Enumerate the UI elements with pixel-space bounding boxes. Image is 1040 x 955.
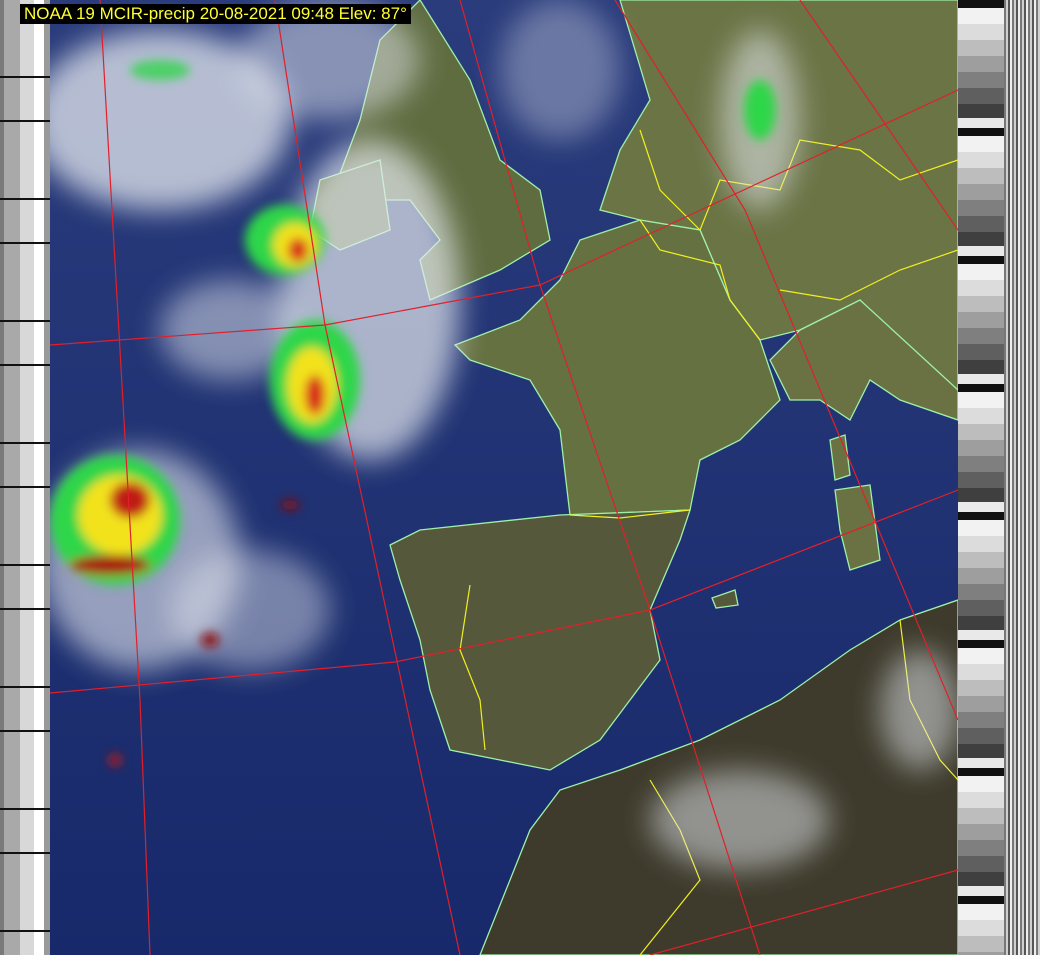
land-iberia xyxy=(389,509,691,771)
land-france xyxy=(453,219,781,516)
sync-markers-left xyxy=(0,0,50,955)
precipitation xyxy=(50,60,776,766)
graticule xyxy=(50,0,958,955)
calibration-wedges xyxy=(958,0,1004,955)
land-italy xyxy=(769,299,958,421)
pass-info-label: NOAA 19 MCIR-precip 20-08-2021 09:48 Ele… xyxy=(20,4,411,24)
satellite-map xyxy=(50,0,958,955)
land-balearics xyxy=(711,589,739,609)
